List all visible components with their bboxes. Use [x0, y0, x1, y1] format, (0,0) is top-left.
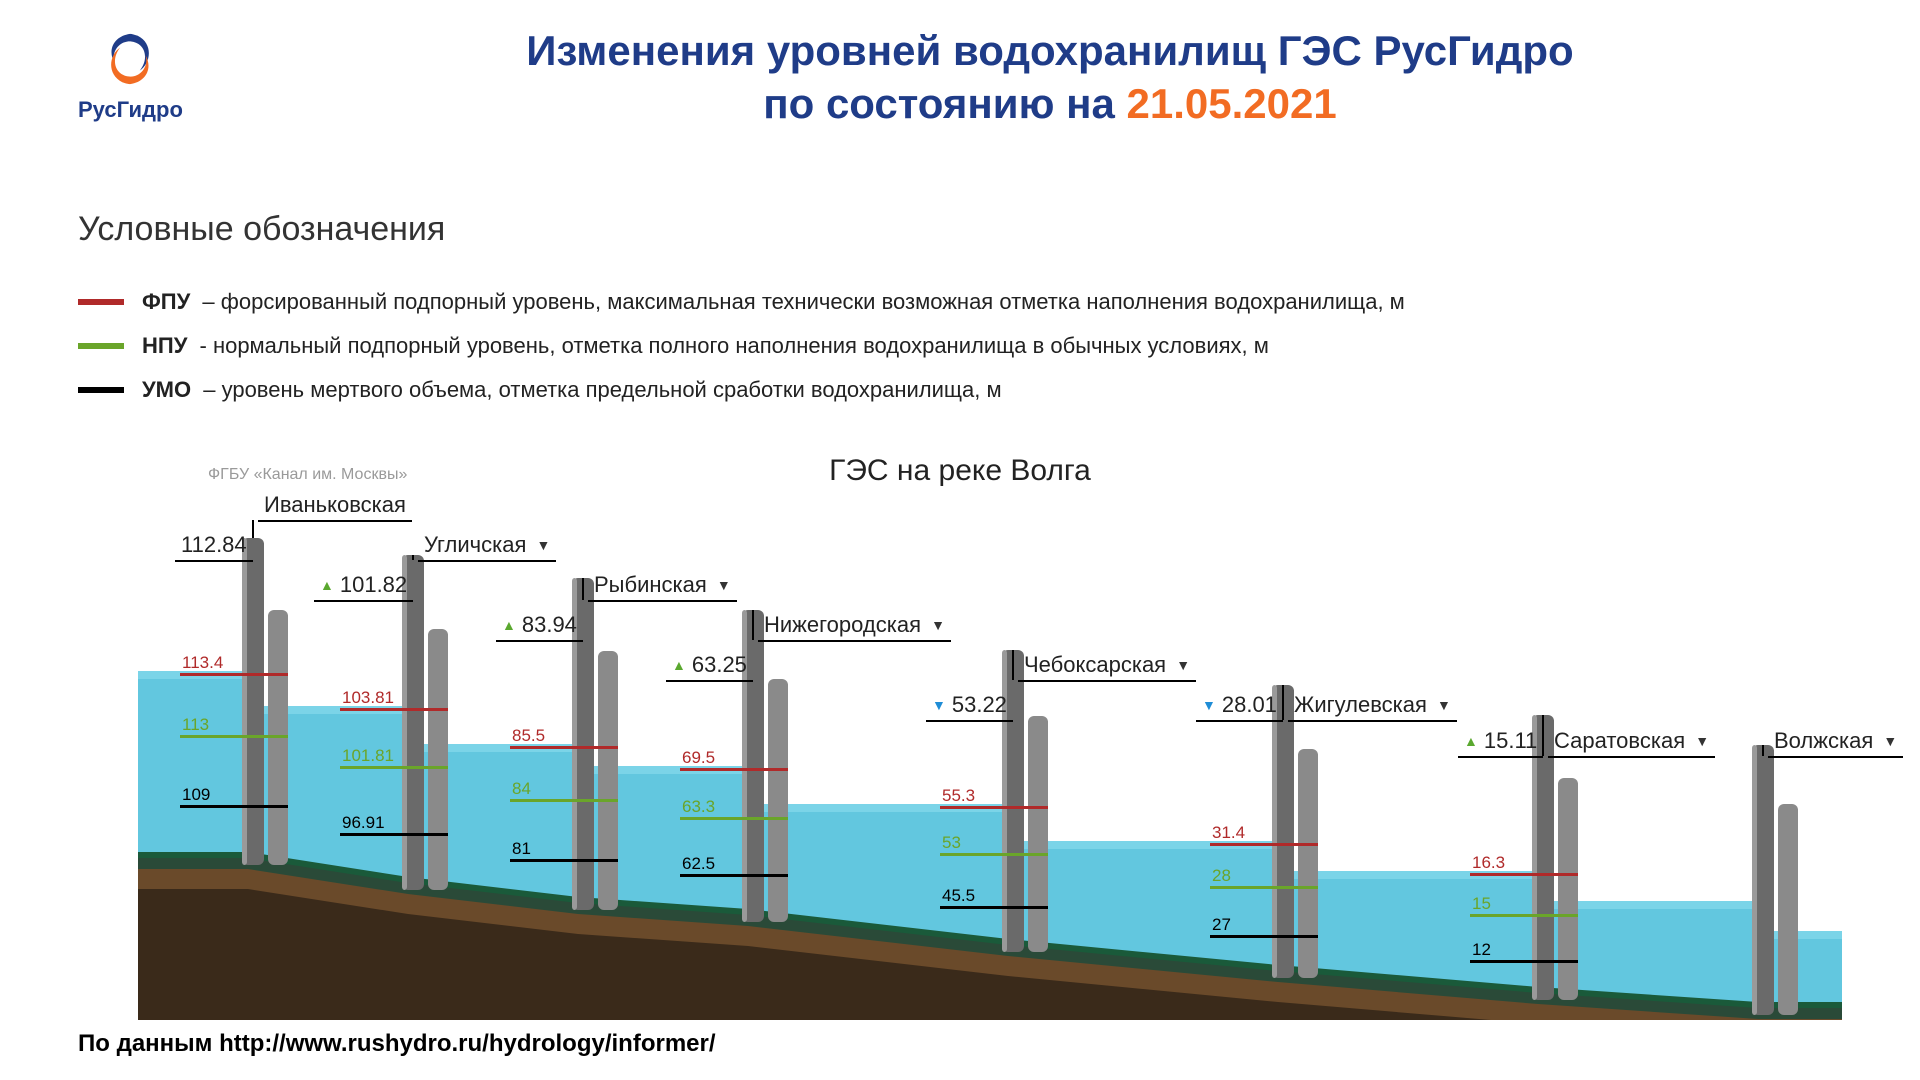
level-value-fpu-uglichskaya: 103.81 [342, 688, 394, 708]
title-line2-prefix: по состоянию на [763, 80, 1126, 127]
legend-text: НПУ - нормальный подпорный уровень, отме… [142, 324, 1269, 368]
level-value-fpu-ivankovskaya: 113.4 [182, 653, 223, 673]
company-logo: РусГидро [78, 30, 183, 123]
legend-heading: Условные обозначения [78, 210, 445, 249]
current-level-uglichskaya: ▲101.82 [314, 572, 413, 602]
level-value-umo-saratovskaya: 12 [1472, 940, 1491, 960]
level-value-umo-rybinskaya: 81 [512, 839, 531, 859]
dam-name-saratovskaya: Саратовская ▼ [1548, 728, 1715, 758]
level-line-fpu-rybinskaya [510, 746, 618, 749]
logo-swirl-icon [101, 30, 159, 88]
level-value-npu-rybinskaya: 84 [512, 779, 531, 799]
dam-name-zhigulevskaya: Жигулевская ▼ [1288, 692, 1457, 722]
current-level-rybinskaya: ▲83.94 [496, 612, 583, 642]
level-value-umo-zhigulevskaya: 27 [1212, 915, 1231, 935]
level-line-umo-cheboksarskaya [940, 906, 1048, 909]
current-level-saratovskaya: ▲15.11 [1458, 728, 1543, 758]
level-line-npu-cheboksarskaya [940, 853, 1048, 856]
level-line-umo-uglichskaya [340, 833, 448, 836]
data-source-footer: По данным http://www.rushydro.ru/hydrolo… [78, 1030, 716, 1058]
level-line-npu-ivankovskaya [180, 735, 288, 738]
legend-text: УМО – уровень мертвого объема, отметка п… [142, 368, 1002, 412]
current-level-cheboksarskaya: ▼53.22 [926, 692, 1013, 722]
level-line-npu-saratovskaya [1470, 914, 1578, 917]
dam-name-nizhegorodskaya: Нижегородская ▼ [758, 612, 951, 642]
level-line-fpu-cheboksarskaya [940, 806, 1048, 809]
level-value-fpu-cheboksarskaya: 55.3 [942, 786, 975, 806]
level-value-umo-ivankovskaya: 109 [182, 785, 210, 805]
legend-swatch [78, 387, 124, 393]
level-line-umo-saratovskaya [1470, 960, 1578, 963]
legend: ФПУ – форсированный подпорный уровень, м… [78, 280, 1405, 412]
level-line-fpu-zhigulevskaya [1210, 843, 1318, 846]
level-value-npu-nizhegorodskaya: 63.3 [682, 797, 715, 817]
level-line-fpu-uglichskaya [340, 708, 448, 711]
current-level-ivankovskaya: 112.84 [175, 532, 253, 562]
level-value-npu-zhigulevskaya: 28 [1212, 866, 1231, 886]
level-line-umo-nizhegorodskaya [680, 874, 788, 877]
legend-row: ФПУ – форсированный подпорный уровень, м… [78, 280, 1405, 324]
level-value-umo-uglichskaya: 96.91 [342, 813, 385, 833]
reservoir-chart: ГЭС на реке Волга ФГБУ «Канал им. Москвы… [78, 460, 1842, 1020]
level-line-npu-rybinskaya [510, 799, 618, 802]
legend-swatch [78, 343, 124, 349]
level-line-npu-nizhegorodskaya [680, 817, 788, 820]
level-value-fpu-saratovskaya: 16.3 [1472, 853, 1505, 873]
current-level-zhigulevskaya: ▼28.01 [1196, 692, 1283, 722]
fgbu-note: ФГБУ «Канал им. Москвы» [208, 466, 407, 484]
level-value-fpu-rybinskaya: 85.5 [512, 726, 545, 746]
level-line-npu-zhigulevskaya [1210, 886, 1318, 889]
current-level-nizhegorodskaya: ▲63.25 [666, 652, 753, 682]
page-title: Изменения уровней водохранилищ ГЭС РусГи… [300, 25, 1800, 130]
level-value-fpu-nizhegorodskaya: 69.5 [682, 748, 715, 768]
dam-name-rybinskaya: Рыбинская ▼ [588, 572, 737, 602]
legend-text: ФПУ – форсированный подпорный уровень, м… [142, 280, 1405, 324]
level-line-umo-rybinskaya [510, 859, 618, 862]
title-line1: Изменения уровней водохранилищ ГЭС РусГи… [526, 27, 1573, 74]
level-line-fpu-ivankovskaya [180, 673, 288, 676]
level-value-npu-saratovskaya: 15 [1472, 894, 1491, 914]
dam-name-cheboksarskaya: Чебоксарская ▼ [1018, 652, 1196, 682]
level-line-fpu-nizhegorodskaya [680, 768, 788, 771]
level-line-umo-zhigulevskaya [1210, 935, 1318, 938]
dam-name-volzhskaya: Волжская ▼ [1768, 728, 1903, 758]
level-value-npu-cheboksarskaya: 53 [942, 833, 961, 853]
level-value-npu-uglichskaya: 101.81 [342, 746, 394, 766]
level-value-fpu-zhigulevskaya: 31.4 [1212, 823, 1245, 843]
logo-text: РусГидро [78, 97, 183, 123]
level-line-fpu-saratovskaya [1470, 873, 1578, 876]
legend-row: НПУ - нормальный подпорный уровень, отме… [78, 324, 1405, 368]
level-value-umo-nizhegorodskaya: 62.5 [682, 854, 715, 874]
level-line-npu-uglichskaya [340, 766, 448, 769]
title-date: 21.05.2021 [1127, 80, 1337, 127]
level-value-npu-ivankovskaya: 113 [182, 715, 209, 735]
dam-name-uglichskaya: Угличская ▼ [418, 532, 556, 562]
legend-swatch [78, 299, 124, 305]
dam-name-ivankovskaya: Иваньковская [258, 492, 412, 522]
level-line-umo-ivankovskaya [180, 805, 288, 808]
level-value-umo-cheboksarskaya: 45.5 [942, 886, 975, 906]
legend-row: УМО – уровень мертвого объема, отметка п… [78, 368, 1405, 412]
